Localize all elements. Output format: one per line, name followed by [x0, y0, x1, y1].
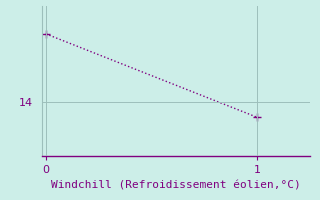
X-axis label: Windchill (Refroidissement éolien,°C): Windchill (Refroidissement éolien,°C): [51, 181, 301, 191]
